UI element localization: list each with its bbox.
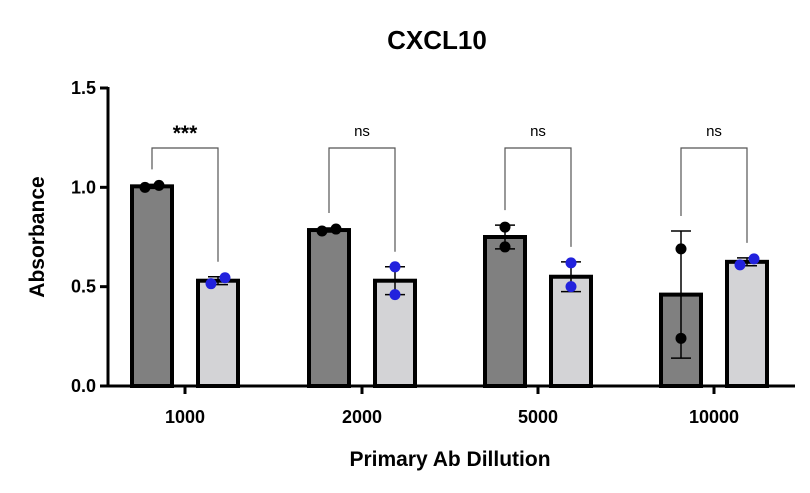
y-tick-label: 0.0 — [71, 376, 96, 396]
x-tick-label: 2000 — [342, 407, 382, 427]
bar — [307, 228, 351, 388]
y-tick-label: 0.5 — [71, 277, 96, 297]
bar — [483, 235, 527, 388]
data-point — [565, 257, 577, 269]
x-tick-label: 10000 — [689, 407, 739, 427]
data-point — [499, 241, 511, 253]
x-tick-label: 5000 — [518, 407, 558, 427]
data-point — [748, 253, 760, 265]
bar — [725, 259, 769, 389]
y-tick-label: 1.0 — [71, 177, 96, 197]
data-point — [330, 223, 342, 235]
data-point — [389, 261, 401, 273]
significance-label: ns — [530, 123, 546, 140]
data-point — [316, 225, 328, 237]
data-point — [205, 278, 217, 290]
data-point — [675, 332, 687, 344]
significance-bracket — [504, 147, 572, 247]
data-point — [499, 221, 511, 233]
bar — [196, 278, 240, 388]
data-point — [734, 259, 746, 271]
data-point — [389, 289, 401, 301]
bar — [130, 184, 174, 388]
x-tick-label: 1000 — [165, 407, 205, 427]
significance-label: ns — [706, 123, 722, 140]
bar — [549, 274, 593, 389]
data-point — [153, 179, 165, 191]
significance-label: *** — [173, 122, 198, 145]
significance-label: ns — [354, 123, 370, 140]
y-tick-label: 1.5 — [71, 78, 96, 98]
chart-title: CXCL10 — [387, 25, 487, 55]
x-axis-label: Primary Ab Dillution — [349, 448, 550, 471]
significance-bracket — [328, 147, 396, 252]
significance-bracket — [151, 147, 219, 262]
plot-area: 0.0 0.5 1.0 1.5 1000 2000 5000 10000 *** ns ns ns — [71, 78, 795, 427]
significance-bracket — [680, 147, 748, 243]
data-point — [675, 243, 687, 255]
data-point — [565, 281, 577, 293]
data-point — [219, 272, 231, 284]
data-point — [139, 181, 151, 193]
y-axis-label: Absorbance — [26, 176, 49, 297]
